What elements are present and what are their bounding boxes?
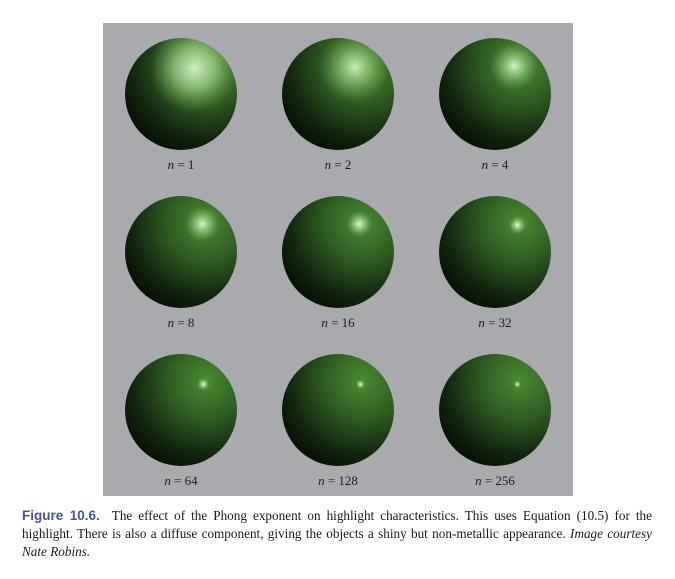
sphere-n256 [439, 354, 551, 466]
sphere-n128 [282, 354, 394, 466]
exponent-label: n = 32 [478, 315, 512, 330]
sphere-cell: n = 4 [417, 23, 573, 180]
sphere-cell: n = 256 [417, 339, 573, 496]
figure-caption: Figure 10.6. The effect of the Phong expo… [22, 507, 652, 561]
sphere-cell: n = 8 [103, 181, 259, 338]
sphere-n16 [282, 196, 394, 308]
sphere-n32 [439, 196, 551, 308]
sphere-cell: n = 1 [103, 23, 259, 180]
sphere-n64 [125, 354, 237, 466]
exponent-label: n = 1 [167, 157, 195, 172]
exponent-label: n = 16 [321, 315, 355, 330]
caption-text: The effect of the Phong exponent on high… [22, 508, 652, 541]
sphere-cell: n = 16 [260, 181, 416, 338]
sphere-cell: n = 2 [260, 23, 416, 180]
sphere-cell: n = 64 [103, 339, 259, 496]
sphere-cell: n = 32 [417, 181, 573, 338]
sphere-n2 [282, 38, 394, 150]
exponent-label: n = 64 [164, 473, 198, 488]
exponent-label: n = 256 [475, 473, 515, 488]
exponent-label: n = 8 [167, 315, 195, 330]
exponent-label: n = 2 [324, 157, 352, 172]
sphere-cell: n = 128 [260, 339, 416, 496]
caption-credit: Image courtesy Nate Robins. [22, 526, 652, 559]
sphere-n4 [439, 38, 551, 150]
sphere-n8 [125, 196, 237, 308]
sphere-n1 [125, 38, 237, 150]
phong-figure-panel: n = 1 n = 2 [103, 23, 573, 496]
exponent-label: n = 4 [481, 157, 509, 172]
exponent-label: n = 128 [318, 473, 358, 488]
figure-number: Figure 10.6. [22, 508, 100, 523]
